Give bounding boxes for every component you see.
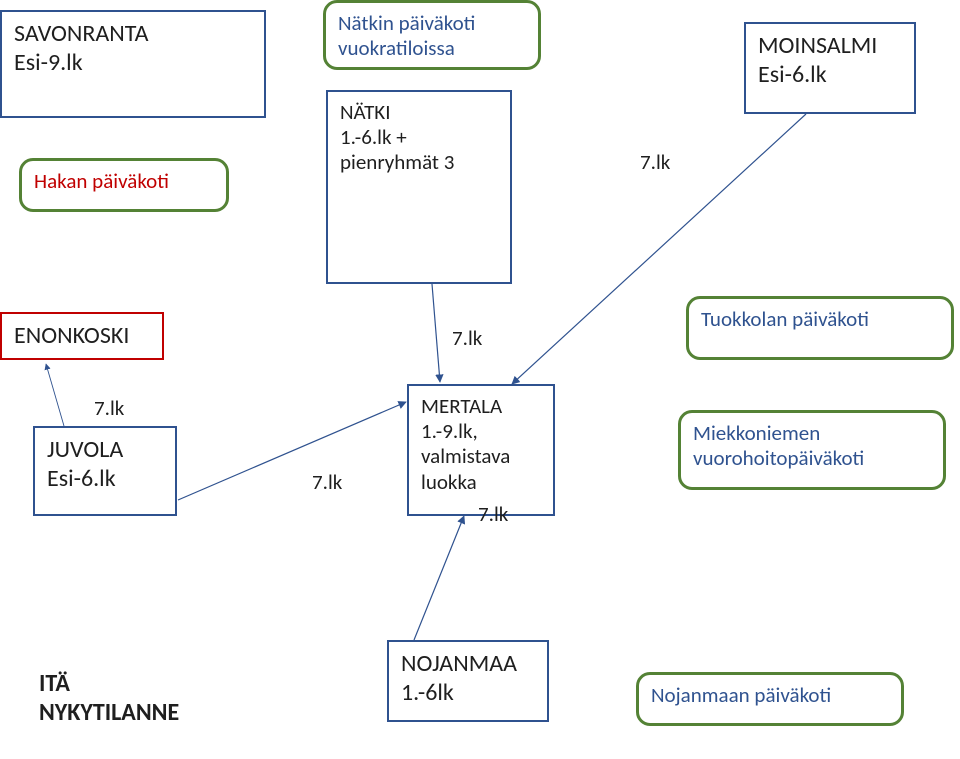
node-ita-line-0: ITÄ	[39, 670, 235, 699]
node-juvola-line-0: JUVOLA	[47, 436, 163, 465]
node-mertala-line-1: 1.-9.lk,	[421, 419, 541, 444]
node-hakan: Hakan päiväkoti	[19, 158, 229, 212]
node-lbl_7lk_juv: 7.lk	[300, 462, 360, 492]
node-nojanmaa: NOJANMAA1.-6lk	[387, 640, 549, 722]
node-ita-line-1: NYKYTILANNE	[39, 699, 235, 728]
node-lbl_7lk_top-line-0: 7.lk	[640, 150, 676, 175]
node-enonkoski-line-0: ENONKOSKI	[14, 322, 150, 351]
node-lbl_7lk_mert: 7.lk	[466, 494, 526, 524]
diagram-canvas: SAVONRANTAEsi-9.lk Hakan päiväkoti Nätkin …	[0, 0, 960, 759]
node-lbl_7lk_juv-line-0: 7.lk	[312, 470, 348, 495]
node-natki: NÄTKI1.-6.lk +pienryhmät 3	[326, 90, 512, 284]
node-nojanmaa-line-0: NOJANMAA	[401, 650, 535, 679]
node-natki_paiv-line-1: vuokratiloissa	[338, 36, 526, 61]
node-juvola: JUVOLAEsi-6.lk	[33, 426, 177, 516]
node-natki_paiv: Nätkin päiväkotivuokratiloissa	[323, 0, 541, 70]
node-mertala-line-3: luokka	[421, 470, 541, 495]
node-nojanmaa-line-1: 1.-6lk	[401, 679, 535, 708]
node-miekkoniemen-line-1: vuorohoitopäiväkoti	[693, 446, 931, 471]
node-natki-line-1: 1.-6.lk +	[340, 125, 498, 150]
node-miekkoniemen-line-0: Miekkoniemen	[693, 421, 931, 446]
node-nojanmaan_paiv: Nojanmaan päiväkoti	[636, 672, 904, 726]
node-tuokkolan: Tuokkolan päiväkoti	[686, 296, 954, 360]
node-savonranta-line-1: Esi-9.lk	[14, 49, 252, 78]
node-lbl_7lk_mid: 7.lk	[440, 318, 500, 348]
node-lbl_7lk_mid-line-0: 7.lk	[452, 326, 488, 351]
node-natki-line-0: NÄTKI	[340, 100, 498, 125]
node-moinsalmi: MOINSALMIEsi-6.lk	[744, 22, 916, 114]
node-hakan-line-0: Hakan päiväkoti	[34, 169, 214, 194]
node-moinsalmi-line-0: MOINSALMI	[758, 32, 902, 61]
node-moinsalmi-line-1: Esi-6.lk	[758, 61, 902, 90]
node-mertala-line-2: valmistava	[421, 444, 541, 469]
node-lbl_7lk_enon: 7.lk	[82, 388, 142, 418]
node-lbl_7lk_enon-line-0: 7.lk	[94, 396, 130, 421]
node-natki_paiv-line-0: Nätkin päiväkoti	[338, 11, 526, 36]
node-ita: ITÄNYKYTILANNE	[27, 662, 247, 724]
node-savonranta-line-0: SAVONRANTA	[14, 20, 252, 49]
node-juvola-line-1: Esi-6.lk	[47, 465, 163, 494]
node-natki-line-2: pienryhmät 3	[340, 150, 498, 175]
node-miekkoniemen: Miekkoniemenvuorohoitopäiväkoti	[678, 410, 946, 490]
node-nojanmaan_paiv-line-0: Nojanmaan päiväkoti	[651, 683, 889, 708]
node-savonranta: SAVONRANTAEsi-9.lk	[0, 10, 266, 118]
node-lbl_7lk_mert-line-0: 7.lk	[478, 502, 514, 527]
node-lbl_7lk_top: 7.lk	[628, 142, 688, 172]
node-enonkoski: ENONKOSKI	[0, 312, 164, 360]
node-mertala-line-0: MERTALA	[421, 394, 541, 419]
node-tuokkolan-line-0: Tuokkolan päiväkoti	[701, 307, 939, 332]
